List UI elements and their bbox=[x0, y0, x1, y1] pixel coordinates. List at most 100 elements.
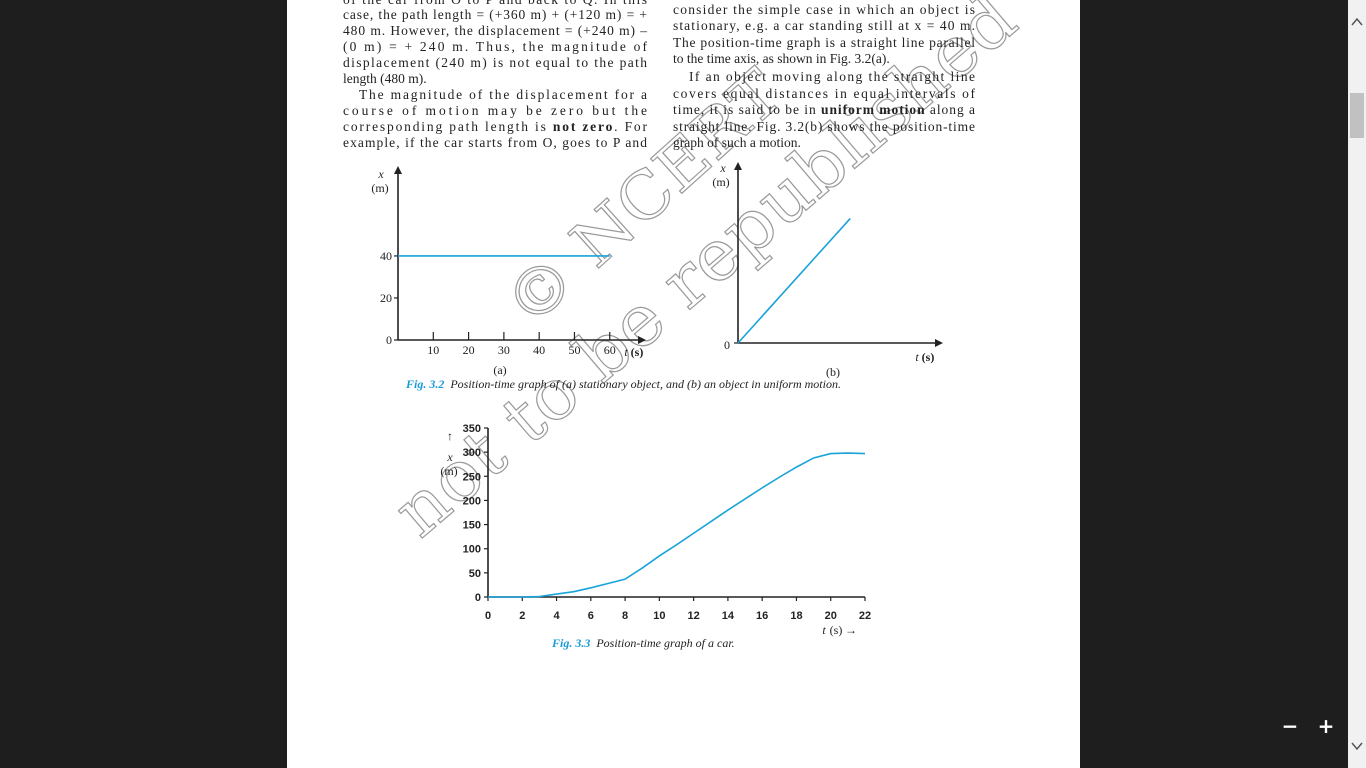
y-tick-label: 200 bbox=[463, 495, 481, 507]
text-segment: time, it is said to be in bbox=[673, 102, 820, 117]
x-tick-label: 60 bbox=[604, 343, 616, 357]
x-tick-label: 16 bbox=[756, 610, 768, 622]
text-segment: course of motion may be zero but the bbox=[343, 103, 647, 118]
text-segment: The position-time graph is a straight li… bbox=[673, 35, 975, 50]
y-tick-label: 250 bbox=[463, 471, 481, 483]
x-tick-label: 12 bbox=[688, 610, 700, 622]
zoom-in[interactable]: + bbox=[1318, 714, 1335, 738]
text-line: The position-time graph is a straight li… bbox=[673, 35, 975, 50]
y-axis-label: x bbox=[377, 167, 384, 181]
text-line: (0 m) = + 240 m. Thus, the magnitude of bbox=[343, 39, 648, 54]
text-segment: along a bbox=[926, 102, 975, 117]
text-line: covers equal distances in equal interval… bbox=[673, 86, 976, 101]
text-segment: length (480 m). bbox=[343, 71, 427, 86]
text-line: The magnitude of the displacement for a bbox=[359, 87, 647, 102]
text-line: consider the simple case in which an obj… bbox=[673, 2, 975, 17]
x-axis-label: t bbox=[624, 345, 628, 359]
text-line: of the car from O to P and back to Q. In… bbox=[343, 0, 647, 7]
data-line bbox=[737, 217, 851, 344]
y-axis-arrow: ↑ bbox=[447, 429, 453, 443]
x-axis-label: t bbox=[822, 623, 826, 637]
scroll-up[interactable] bbox=[1351, 17, 1363, 26]
y-axis-unit: (m) bbox=[712, 175, 729, 189]
bold-text: not zero bbox=[553, 119, 613, 134]
y-tick-label: 40 bbox=[380, 249, 392, 263]
zoom-out[interactable]: − bbox=[1282, 714, 1299, 738]
caption-text: Position-time graph of a car. bbox=[595, 636, 734, 650]
text-segment: The magnitude of the displacement for a bbox=[359, 87, 647, 102]
text-segment: displacement (240 m) is not equal to the… bbox=[343, 55, 647, 70]
y-tick-label: 350 bbox=[463, 423, 481, 435]
scroll-down[interactable] bbox=[1351, 742, 1363, 751]
x-tick-label: 10 bbox=[427, 343, 439, 357]
x-tick-label: 40 bbox=[533, 343, 545, 357]
text-line: course of motion may be zero but the bbox=[343, 103, 647, 118]
text-line: corresponding path length is not zero. F… bbox=[343, 119, 648, 134]
y-tick-label: 300 bbox=[463, 447, 481, 459]
axis-arrow bbox=[935, 339, 943, 347]
y-axis-unit: (m) bbox=[440, 464, 457, 478]
text-segment: 480 m. However, the displacement = (+240… bbox=[343, 23, 647, 38]
data-line bbox=[488, 452, 866, 598]
x-tick-label: 30 bbox=[498, 343, 510, 357]
text-segment: case, the path length = (+360 m) + (+120… bbox=[343, 7, 647, 22]
axis-arrow bbox=[638, 336, 646, 344]
text-line: time, it is said to be in uniform motion… bbox=[673, 102, 975, 117]
x-tick-label: 4 bbox=[553, 610, 560, 622]
panel-label: (b) bbox=[826, 365, 840, 379]
text-segment: to the time axis, as shown in Fig. 3.2(a… bbox=[673, 51, 890, 66]
text-line: straight line. Fig. 3.2(b) shows the pos… bbox=[673, 119, 975, 134]
x-tick-label: 14 bbox=[722, 610, 735, 622]
text-line: example, if the car starts from O, goes … bbox=[343, 135, 647, 150]
y-tick-label: 0 bbox=[475, 592, 481, 604]
y-axis-unit: (m) bbox=[371, 181, 388, 195]
x-axis-unit: (s) bbox=[631, 345, 644, 359]
text-segment: of the car from O to P and back to Q. In… bbox=[343, 0, 647, 7]
figure-caption: Fig. 3.3 Position-time graph of a car. bbox=[551, 636, 735, 650]
y-tick-label: 50 bbox=[469, 568, 481, 580]
x-tick-label: 18 bbox=[790, 610, 802, 622]
text-segment: consider the simple case in which an obj… bbox=[673, 2, 975, 17]
x-axis-unit: (s) bbox=[922, 350, 935, 364]
text-segment: . For bbox=[614, 119, 647, 134]
text-line: 480 m. However, the displacement = (+240… bbox=[343, 23, 647, 38]
text-line: graph of such a motion. bbox=[673, 135, 801, 150]
text-segment: graph of such a motion. bbox=[673, 135, 801, 150]
text-segment: stationary, e.g. a car standing still at… bbox=[673, 18, 975, 33]
y-tick-label: 0 bbox=[724, 338, 730, 352]
figure-caption: Fig. 3.2 Position-time graph of (a) stati… bbox=[405, 377, 841, 391]
y-tick-label: 0 bbox=[386, 333, 392, 347]
page bbox=[287, 0, 1080, 768]
figure-number: Fig. 3.3 bbox=[551, 636, 590, 650]
x-tick-label: 6 bbox=[588, 610, 594, 622]
x-tick-label: 2 bbox=[519, 610, 525, 622]
panel-label: (a) bbox=[493, 363, 506, 377]
text-segment: (0 m) = + 240 m. Thus, the magnitude of bbox=[343, 39, 648, 54]
x-axis-arrow: → bbox=[845, 623, 857, 637]
text-line: case, the path length = (+360 m) + (+120… bbox=[343, 7, 647, 22]
scrollbar-thumb[interactable] bbox=[1350, 93, 1364, 138]
text-segment: If an object moving along the straight l… bbox=[689, 69, 975, 84]
text-line: stationary, e.g. a car standing still at… bbox=[673, 18, 975, 33]
axis-arrow bbox=[394, 166, 402, 174]
x-tick-label: 10 bbox=[653, 610, 665, 622]
text-line: to the time axis, as shown in Fig. 3.2(a… bbox=[673, 51, 890, 66]
scrollbar-track[interactable] bbox=[1348, 0, 1366, 768]
y-tick-label: 20 bbox=[380, 291, 392, 305]
x-tick-label: 0 bbox=[485, 610, 491, 622]
bold-text: uniform motion bbox=[821, 102, 925, 117]
figure-number: Fig. 3.2 bbox=[405, 377, 444, 391]
y-tick-label: 150 bbox=[463, 520, 481, 532]
x-axis-label: t bbox=[915, 350, 919, 364]
y-axis-label: x bbox=[446, 450, 453, 464]
y-axis-label: x bbox=[719, 161, 726, 175]
text-line: If an object moving along the straight l… bbox=[689, 69, 975, 84]
text-line: length (480 m). bbox=[343, 71, 427, 86]
x-tick-label: 20 bbox=[825, 610, 837, 622]
y-tick-label: 100 bbox=[463, 544, 481, 556]
x-tick-label: 50 bbox=[568, 343, 580, 357]
x-tick-label: 22 bbox=[859, 610, 871, 622]
text-segment: straight line. Fig. 3.2(b) shows the pos… bbox=[673, 119, 975, 134]
x-tick-label: 20 bbox=[463, 343, 475, 357]
